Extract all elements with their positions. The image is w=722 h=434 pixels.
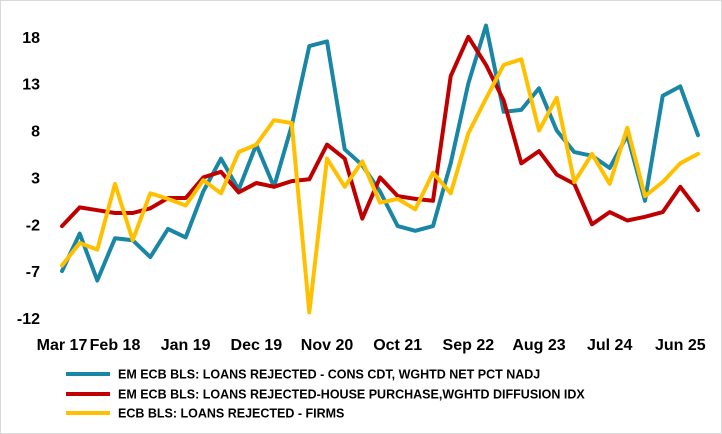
y-tick-label: -2 xyxy=(26,217,40,234)
x-tick-label: Oct 21 xyxy=(373,337,422,354)
legend-label-2: ECB BLS: LOANS REJECTED - FIRMS xyxy=(118,407,344,421)
x-tick-label: Jun 25 xyxy=(655,337,706,354)
y-tick-label: -7 xyxy=(26,264,40,281)
x-tick-label: Nov 20 xyxy=(301,337,354,354)
x-tick-label: Jan 19 xyxy=(161,337,211,354)
legend: EM ECB BLS: LOANS REJECTED - CONS CDT, W… xyxy=(66,368,585,421)
x-tick-label: Dec 19 xyxy=(231,337,283,354)
legend-label-1: EM ECB BLS: LOANS REJECTED-HOUSE PURCHAS… xyxy=(118,388,585,402)
y-tick-label: 18 xyxy=(22,30,40,47)
x-tick-label: Sep 22 xyxy=(443,337,495,354)
y-tick-label: 13 xyxy=(22,77,40,94)
x-tick-label: Mar 17 xyxy=(37,337,88,354)
legend-label-0: EM ECB BLS: LOANS REJECTED - CONS CDT, W… xyxy=(118,368,540,382)
x-tick-label: Jul 24 xyxy=(587,337,632,354)
x-axis-ticks: Mar 17 Feb 18 Jan 19 Dec 19 Nov 20 Oct 21 Sep … xyxy=(37,337,706,354)
x-tick-label: Aug 23 xyxy=(512,337,565,354)
series-line-0 xyxy=(60,23,700,283)
y-axis-ticks: 18 13 8 3 -2 -7 -12 xyxy=(17,30,40,328)
series-lines xyxy=(60,23,700,315)
x-tick-label: Feb 18 xyxy=(90,337,141,354)
y-tick-label: 8 xyxy=(31,124,40,141)
series-line-2 xyxy=(60,57,700,315)
y-tick-label: -12 xyxy=(17,311,40,328)
y-tick-label: 3 xyxy=(31,170,40,187)
